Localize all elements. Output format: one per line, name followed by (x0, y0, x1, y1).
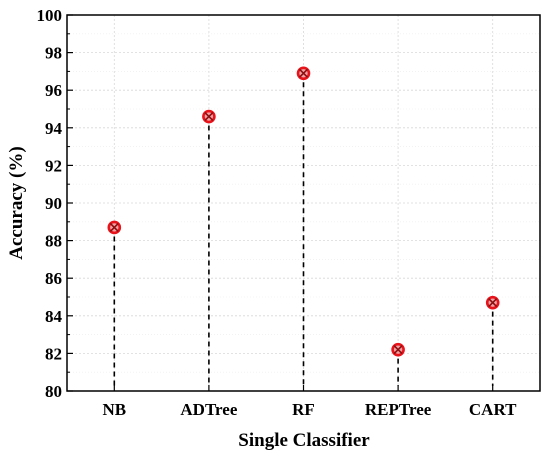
data-point-marker (107, 220, 122, 235)
x-axis: NB ADTree RF REPTree CART (102, 385, 517, 419)
y-tick-label: 86 (45, 269, 62, 288)
y-tick-label: 94 (45, 119, 63, 138)
y-tick-label: 88 (45, 232, 62, 251)
x-axis-title: Single Classifier (238, 430, 370, 451)
markers (107, 66, 500, 357)
y-tick-label: 80 (45, 382, 62, 401)
y-tick-label: 100 (37, 6, 63, 25)
data-point-marker (485, 295, 500, 310)
x-tick-label: ADTree (180, 400, 237, 419)
y-tick-label: 90 (45, 194, 62, 213)
stems (113, 82, 494, 386)
y-tick-label: 84 (45, 307, 63, 326)
x-tick-label: REPTree (365, 400, 432, 419)
y-axis-title: Accuracy (%) (6, 146, 27, 259)
data-point-marker (296, 66, 311, 81)
y-tick-label: 98 (45, 44, 62, 63)
y-axis: 80 82 84 86 88 90 92 94 96 98 100 (37, 6, 73, 401)
x-tick-label: CART (469, 400, 517, 419)
data-point-marker (391, 342, 405, 357)
data-point-marker (202, 109, 216, 124)
y-tick-label: 96 (45, 81, 62, 100)
y-tick-label: 92 (45, 156, 62, 175)
x-tick-label: NB (102, 400, 126, 419)
x-tick-label: RF (292, 400, 315, 419)
y-tick-label: 82 (45, 344, 62, 363)
